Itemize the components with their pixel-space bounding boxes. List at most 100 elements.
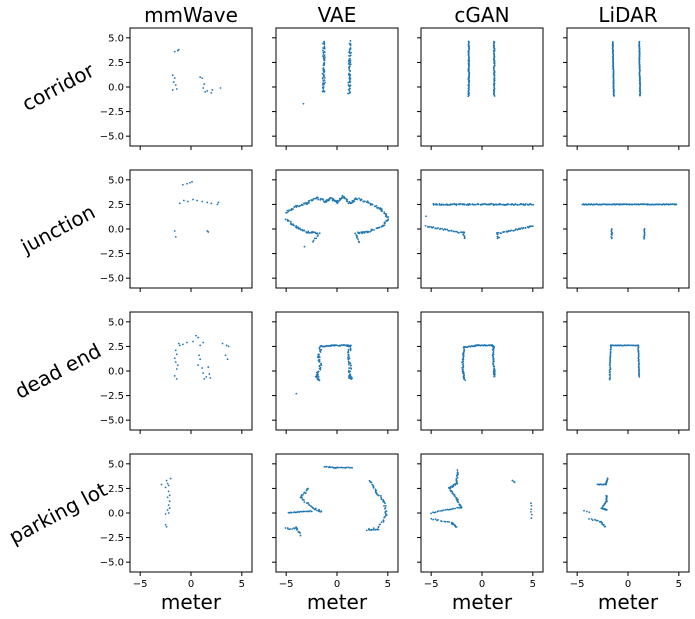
data-point [380, 498, 383, 500]
data-point [330, 197, 332, 199]
data-point [367, 201, 370, 204]
data-point [531, 225, 534, 228]
data-point [320, 364, 323, 366]
data-point [368, 528, 370, 531]
ytick-label: −5.0 [100, 558, 124, 569]
data-point [203, 83, 206, 85]
data-point [314, 508, 317, 511]
data-point [372, 527, 375, 530]
data-point [435, 227, 438, 230]
data-point [513, 204, 515, 206]
data-point [323, 77, 326, 79]
data-point [293, 206, 296, 209]
data-point [455, 477, 458, 480]
data-point [350, 367, 353, 370]
data-point [348, 60, 350, 63]
data-point [493, 95, 496, 97]
data-point [168, 494, 171, 497]
ytick-label: 2.5 [108, 200, 124, 211]
panel-corridor-lidar-frame [566, 27, 690, 147]
row-label-corridor: corridor [18, 58, 99, 116]
data-point [165, 479, 168, 482]
data-point [463, 235, 466, 238]
data-point [492, 360, 495, 363]
data-point [195, 334, 197, 337]
data-point [385, 514, 388, 516]
data-point [611, 234, 613, 237]
data-point [304, 510, 307, 513]
data-point [322, 76, 324, 79]
data-point [334, 200, 336, 203]
data-point [348, 85, 351, 88]
data-point [166, 482, 169, 485]
data-point [467, 77, 470, 80]
data-point [318, 360, 320, 363]
data-point [338, 199, 341, 202]
data-point [525, 203, 527, 205]
data-point [367, 231, 369, 234]
data-point [313, 237, 316, 240]
data-point [293, 527, 296, 530]
panel-dead-end-cgan-frame [420, 311, 544, 431]
data-point [371, 228, 374, 231]
data-point [372, 528, 375, 531]
data-point [341, 344, 343, 347]
panel-corridor-vae-frame [275, 27, 399, 147]
data-point [323, 51, 326, 54]
data-point [511, 479, 514, 482]
data-point [284, 218, 287, 221]
data-point [168, 500, 171, 503]
data-point [460, 506, 463, 508]
data-point [350, 364, 352, 367]
data-point [456, 506, 458, 509]
data-point [637, 363, 640, 366]
data-point [322, 80, 325, 82]
data-point [515, 203, 517, 206]
data-point [370, 481, 373, 484]
data-point [493, 85, 496, 88]
data-point [459, 202, 462, 205]
data-point [530, 513, 533, 516]
data-point [172, 81, 175, 83]
data-point [606, 477, 609, 480]
data-point [322, 199, 325, 201]
data-point [530, 508, 533, 511]
data-point [493, 375, 496, 378]
data-point [211, 89, 214, 91]
data-point [373, 229, 375, 231]
data-point [225, 344, 228, 347]
data-point [638, 375, 641, 378]
data-point [491, 354, 494, 357]
data-point [341, 194, 344, 197]
data-point [318, 353, 320, 356]
data-point [167, 512, 170, 514]
data-point [171, 74, 174, 77]
data-point [496, 237, 499, 240]
data-point [439, 227, 442, 230]
data-point [175, 368, 178, 370]
data-point [456, 230, 458, 233]
data-point [500, 232, 503, 235]
x-axis-label-cgan: meter [452, 590, 513, 614]
data-point [462, 346, 465, 349]
data-point [351, 466, 354, 469]
data-point [369, 230, 371, 233]
data-point [319, 351, 322, 353]
data-point [329, 466, 332, 469]
data-point [325, 465, 328, 468]
data-point [317, 376, 320, 378]
panel-junction-lidar-frame [566, 169, 690, 289]
data-point [375, 489, 378, 492]
data-point [452, 483, 455, 486]
data-point [322, 59, 325, 61]
data-point [643, 237, 646, 240]
data-point [176, 364, 179, 366]
data-point [204, 91, 207, 93]
data-point [380, 496, 382, 499]
data-point [454, 495, 456, 498]
data-point [349, 201, 352, 204]
data-point [316, 376, 318, 379]
data-point [299, 510, 302, 513]
data-point [437, 510, 440, 512]
data-point [370, 528, 373, 531]
